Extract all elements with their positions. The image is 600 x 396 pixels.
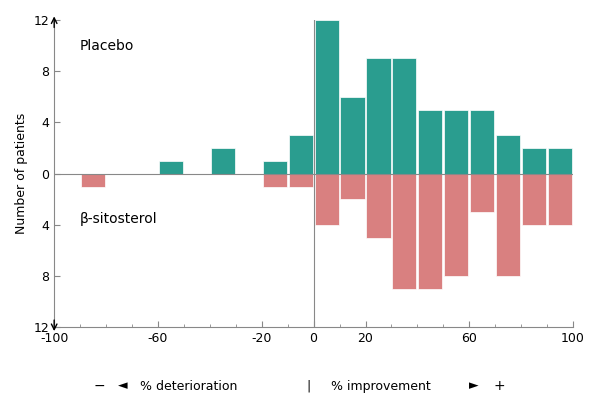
Bar bbox=[314, 20, 338, 174]
Bar bbox=[522, 174, 546, 225]
Text: ►: ► bbox=[469, 380, 479, 392]
Text: Placebo: Placebo bbox=[80, 39, 134, 53]
Bar bbox=[289, 174, 313, 187]
Y-axis label: Number of patients: Number of patients bbox=[15, 113, 28, 234]
Bar bbox=[444, 110, 469, 174]
Bar bbox=[263, 161, 287, 174]
Text: |: | bbox=[307, 380, 311, 392]
Bar bbox=[418, 174, 442, 289]
Bar bbox=[367, 174, 391, 238]
Bar bbox=[548, 174, 572, 225]
Bar bbox=[159, 161, 183, 174]
Bar bbox=[392, 174, 416, 289]
Bar bbox=[418, 110, 442, 174]
Text: +: + bbox=[493, 379, 505, 393]
Bar bbox=[496, 174, 520, 276]
Bar bbox=[263, 174, 287, 187]
Text: % deterioration: % deterioration bbox=[140, 380, 238, 392]
Bar bbox=[367, 59, 391, 174]
Bar bbox=[211, 148, 235, 174]
Bar bbox=[470, 174, 494, 212]
Bar bbox=[340, 97, 365, 174]
Text: β-sitosterol: β-sitosterol bbox=[80, 212, 158, 226]
Bar bbox=[81, 174, 105, 187]
Bar bbox=[340, 174, 365, 199]
Text: ◄: ◄ bbox=[118, 380, 128, 392]
Bar bbox=[314, 174, 338, 225]
Text: % improvement: % improvement bbox=[331, 380, 431, 392]
Bar bbox=[392, 59, 416, 174]
Bar bbox=[444, 174, 469, 276]
Text: −: − bbox=[93, 379, 105, 393]
Bar bbox=[289, 135, 313, 174]
Bar bbox=[548, 148, 572, 174]
Bar bbox=[496, 135, 520, 174]
Bar bbox=[522, 148, 546, 174]
Bar bbox=[470, 110, 494, 174]
